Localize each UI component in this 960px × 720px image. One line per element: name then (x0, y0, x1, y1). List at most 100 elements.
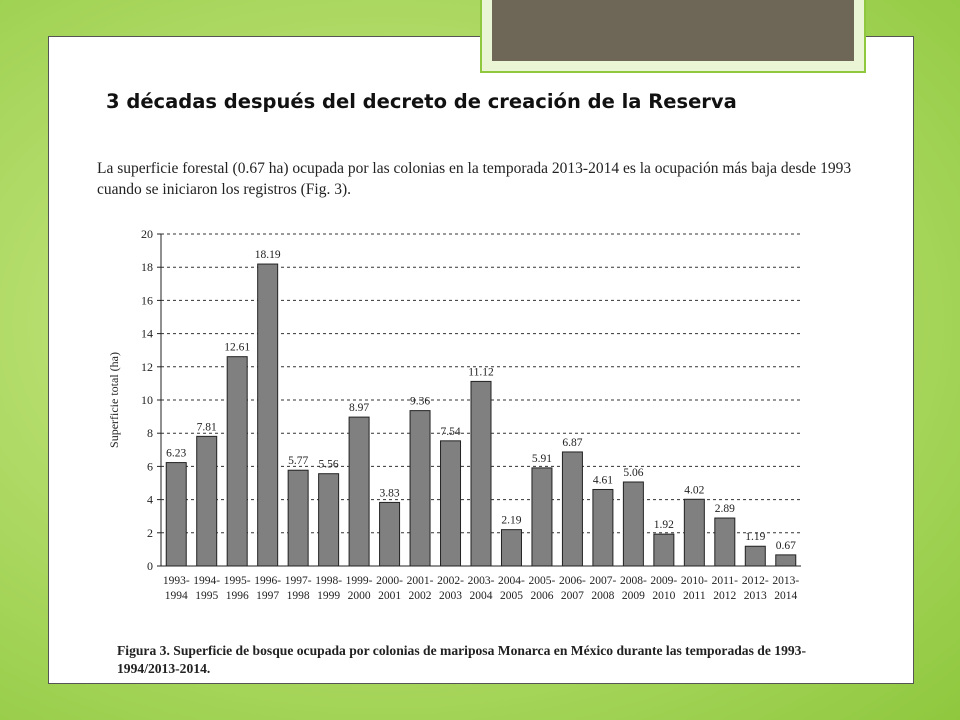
bar-data-label: 12.61 (224, 342, 250, 354)
y-axis-label: Superficie total (ha) (107, 352, 121, 448)
chart-y-ticks: 0 2 4 6 8 10 12 14 16 18 20 (141, 227, 161, 573)
bar (683, 498, 705, 567)
x-tick-label: 1996- (254, 575, 281, 587)
bar (409, 410, 431, 567)
bar (622, 481, 644, 567)
y-tick-label: 12 (141, 360, 153, 374)
x-tick-label: 2008- (620, 575, 647, 587)
x-tick-label: 1994 (165, 590, 188, 602)
y-tick-label: 18 (141, 260, 153, 274)
intro-paragraph: La superficie forestal (0.67 ha) ocupada… (97, 160, 852, 198)
bar (531, 467, 553, 567)
bar (470, 380, 492, 567)
bar-data-label: 1.19 (745, 531, 765, 543)
x-tick-label: 2012- (742, 575, 769, 587)
x-tick-label: 2003- (468, 575, 495, 587)
bar (714, 517, 736, 567)
x-tick-label: 2001- (407, 575, 434, 587)
bar (379, 501, 401, 567)
decorative-frame-inner (492, 0, 854, 61)
bar (165, 462, 187, 567)
x-tick-label: 1997- (285, 575, 312, 587)
bar-data-label: 7.54 (440, 426, 460, 438)
bar (561, 451, 583, 567)
x-tick-label: 1993- (163, 575, 190, 587)
bar-data-label: 6.23 (166, 448, 186, 460)
bar-data-label: 9.36 (410, 396, 430, 408)
x-tick-label: 2002 (409, 590, 432, 602)
x-tick-label: 2005- (529, 575, 556, 587)
x-tick-label: 2014 (774, 590, 797, 602)
figure-caption: Figura 3. Superficie de bosque ocupada p… (117, 643, 806, 676)
x-tick-label: 1994- (193, 575, 220, 587)
bar (318, 473, 340, 567)
x-tick-label: 1998 (287, 590, 310, 602)
x-tick-label: 2013 (744, 590, 767, 602)
x-tick-label: 2011- (712, 575, 739, 587)
y-tick-label: 0 (147, 559, 153, 573)
x-tick-label: 2005 (500, 590, 523, 602)
x-tick-label: 1999 (317, 590, 340, 602)
bar (257, 263, 279, 567)
y-tick-label: 8 (147, 426, 153, 440)
x-tick-label: 2008 (591, 590, 614, 602)
bar-data-label: 5.56 (319, 459, 339, 471)
bar (500, 529, 522, 567)
bar-data-label: 0.67 (776, 540, 796, 552)
bar-data-label: 6.87 (562, 437, 582, 449)
bar-data-label: 11.12 (468, 366, 494, 378)
x-tick-label: 2004 (470, 590, 493, 602)
x-tick-label: 1999- (346, 575, 373, 587)
x-tick-label: 1998- (315, 575, 342, 587)
bar-data-label: 2.89 (715, 503, 735, 515)
bar (348, 416, 370, 567)
x-tick-label: 2009 (622, 590, 645, 602)
bar (226, 356, 248, 567)
x-tick-label: 2006- (559, 575, 586, 587)
bar-data-label: 4.02 (684, 484, 704, 496)
x-tick-label: 2000- (376, 575, 403, 587)
bar-data-label: 5.91 (532, 453, 552, 465)
x-tick-label: 2009- (650, 575, 677, 587)
y-tick-label: 16 (141, 293, 153, 307)
bar-data-label: 5.06 (623, 467, 643, 479)
x-tick-label: 2001 (378, 590, 401, 602)
y-tick-label: 4 (147, 493, 153, 507)
bar-data-label: 3.83 (380, 487, 400, 499)
x-tick-label: 2006 (530, 590, 553, 602)
x-tick-label: 1995 (195, 590, 218, 602)
bar (653, 533, 675, 567)
x-tick-label: 1995- (224, 575, 251, 587)
bar (775, 554, 797, 567)
bar-data-label: 1.92 (654, 519, 674, 531)
chart-x-ticks: 1993- 1994 1994- 1995 1995- 1996 1996- 1997 1997… (163, 575, 800, 602)
x-tick-label: 1997 (256, 590, 279, 602)
x-tick-label: 2002- (437, 575, 464, 587)
y-tick-label: 10 (141, 393, 153, 407)
bar-data-label: 18.19 (255, 249, 281, 261)
x-tick-label: 2013- (772, 575, 799, 587)
x-tick-label: 1996 (226, 590, 249, 602)
x-tick-label: 2003 (439, 590, 462, 602)
y-tick-label: 14 (141, 327, 153, 341)
x-tick-label: 2007- (589, 575, 616, 587)
chart-data-labels: 6.23 7.81 12.61 18.19 5.77 5.56 8.97 3.83 9.36 7.… (166, 249, 796, 552)
y-tick-label: 20 (141, 227, 153, 241)
bar-data-label: 5.77 (288, 455, 308, 467)
x-tick-label: 2010- (681, 575, 708, 587)
bar-data-label: 4.61 (593, 474, 613, 486)
bar (287, 469, 309, 567)
x-tick-label: 2004- (498, 575, 525, 587)
slide-panel (48, 36, 914, 684)
bar-data-label: 7.81 (197, 421, 217, 433)
x-tick-label: 2000 (348, 590, 371, 602)
x-tick-label: 2007 (561, 590, 584, 602)
y-tick-label: 6 (147, 459, 153, 473)
x-tick-label: 2012 (713, 590, 736, 602)
x-tick-label: 2010 (652, 590, 675, 602)
bar (592, 488, 614, 567)
bar (196, 435, 218, 567)
y-tick-label: 2 (147, 526, 153, 540)
decorative-frame (480, 0, 866, 73)
